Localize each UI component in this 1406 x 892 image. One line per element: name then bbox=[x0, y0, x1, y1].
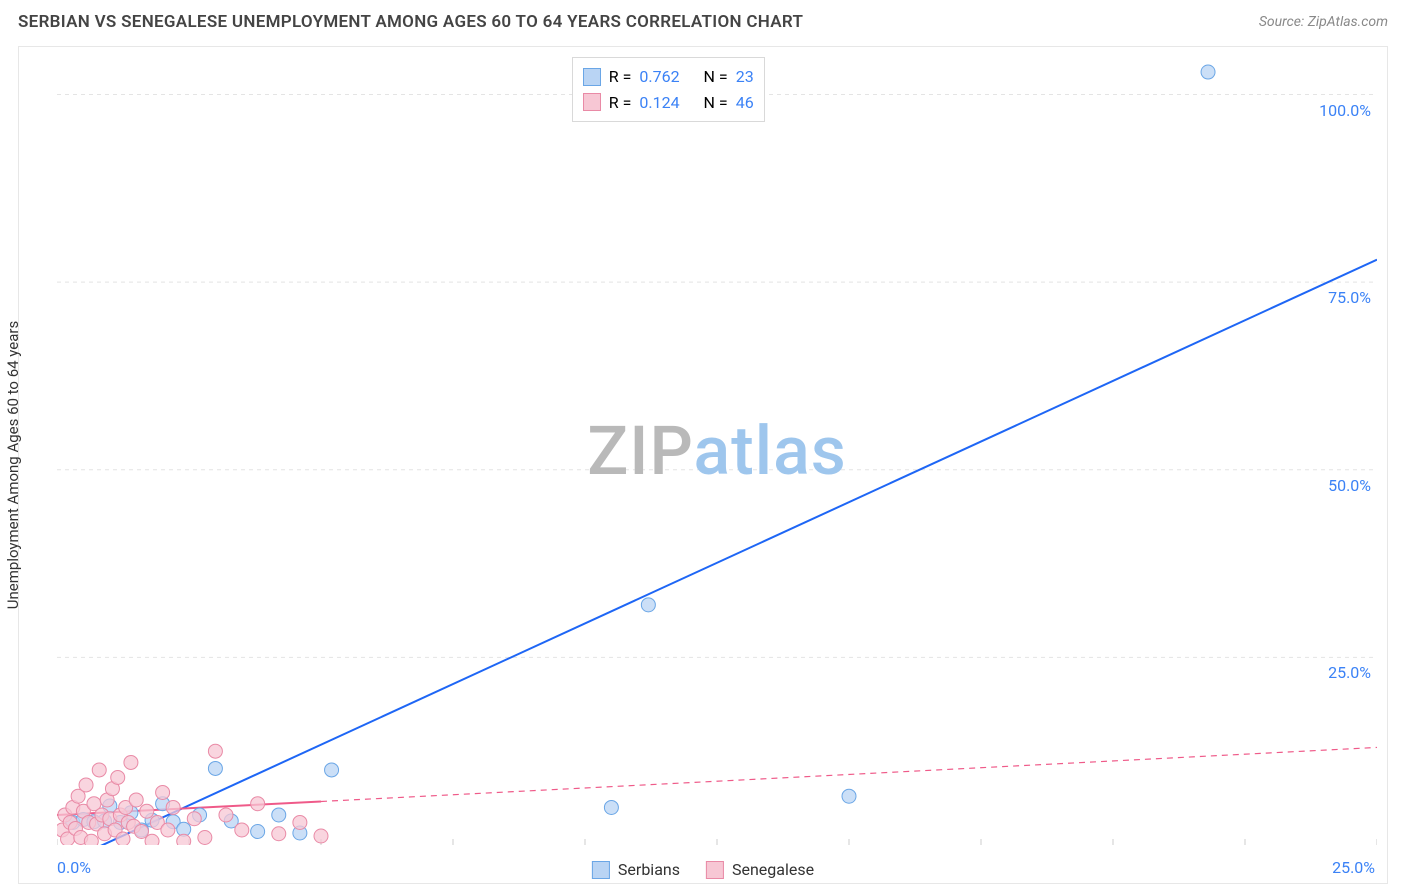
legend-series: Serbians Senegalese bbox=[592, 860, 814, 879]
r-label: R = bbox=[609, 64, 632, 90]
legend-series-label: Senegalese bbox=[732, 860, 814, 879]
legend-series-label: Serbians bbox=[618, 860, 680, 879]
x-tick-label: 25.0% bbox=[1332, 858, 1375, 877]
r-value: 0.124 bbox=[639, 90, 679, 116]
n-label: N = bbox=[704, 64, 728, 90]
n-value: 23 bbox=[736, 64, 754, 90]
legend-correlation-row: R = 0.762 N = 23 bbox=[583, 64, 754, 90]
legend-swatch-icon bbox=[583, 68, 601, 86]
legend-series-item: Senegalese bbox=[706, 860, 814, 879]
y-tick-label: 75.0% bbox=[1328, 288, 1371, 307]
n-value: 46 bbox=[736, 90, 754, 116]
r-value: 0.762 bbox=[639, 64, 679, 90]
source-label: Source: ZipAtlas.com bbox=[1259, 14, 1388, 30]
legend-swatch-icon bbox=[706, 861, 724, 879]
legend-series-item: Serbians bbox=[592, 860, 680, 879]
r-label: R = bbox=[609, 90, 632, 116]
legend-correlation: R = 0.762 N = 23 R = 0.124 N = 46 bbox=[572, 57, 765, 122]
legend-swatch-icon bbox=[592, 861, 610, 879]
legend-swatch-icon bbox=[583, 93, 601, 111]
x-tick-label: 0.0% bbox=[57, 858, 91, 877]
n-label: N = bbox=[704, 90, 728, 116]
chart-title: SERBIAN VS SENEGALESE UNEMPLOYMENT AMONG… bbox=[18, 12, 803, 32]
y-axis-label: Unemployment Among Ages 60 to 64 years bbox=[4, 321, 22, 609]
y-tick-label: 50.0% bbox=[1328, 476, 1371, 495]
plot-area: ZIPatlas R = 0.762 N = 23 R = 0.124 N = … bbox=[57, 57, 1377, 845]
chart-area: Unemployment Among Ages 60 to 64 years Z… bbox=[18, 46, 1388, 884]
y-tick-label: 25.0% bbox=[1328, 663, 1371, 682]
y-tick-label: 100.0% bbox=[1319, 101, 1371, 120]
legend-correlation-row: R = 0.124 N = 46 bbox=[583, 90, 754, 116]
